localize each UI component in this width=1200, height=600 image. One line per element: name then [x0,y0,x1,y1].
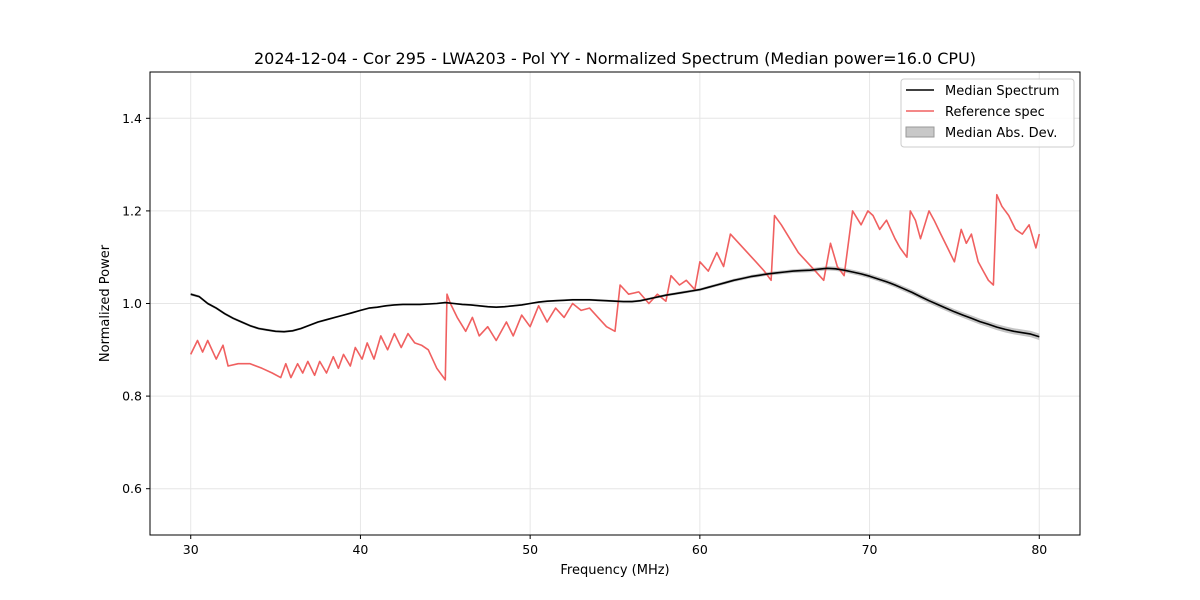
median-spectrum-line [190,267,1040,338]
legend-median-label: Median Spectrum [945,84,1059,99]
legend-reference-label: Reference spec [945,105,1045,120]
legend: Median Spectrum Reference spec Median Ab… [900,78,1075,148]
x-tick-label: 50 [522,542,538,557]
ticks: 30 40 50 60 70 80 0.6 0.8 1.0 1.2 1.4 [122,111,1047,557]
legend-mad-label: Median Abs. Dev. [945,126,1057,141]
x-tick-label: 80 [1031,542,1047,557]
y-tick-label: 1.0 [122,296,142,311]
chart-title: 2024-12-04 - Cor 295 - LWA203 - Pol YY -… [254,49,976,68]
y-tick-label: 1.2 [122,203,142,218]
grid-lines [150,72,1080,535]
y-tick-label: 0.8 [122,389,142,404]
y-axis-label: Normalized Power [98,244,113,362]
data-layer [189,193,1041,381]
reference-spectrum-line [189,193,1041,381]
x-tick-label: 30 [183,542,199,557]
legend-mad-swatch [905,126,935,138]
plot-area: 30 40 50 60 70 80 0.6 0.8 1.0 1.2 1.4 [122,71,1081,557]
y-tick-label: 0.6 [122,481,142,496]
x-axis-label: Frequency (MHz) [560,563,669,578]
legend-box [900,78,1075,148]
x-tick-label: 40 [352,542,368,557]
x-tick-label: 70 [862,542,878,557]
y-tick-label: 1.4 [122,111,142,126]
x-tick-label: 60 [692,542,708,557]
